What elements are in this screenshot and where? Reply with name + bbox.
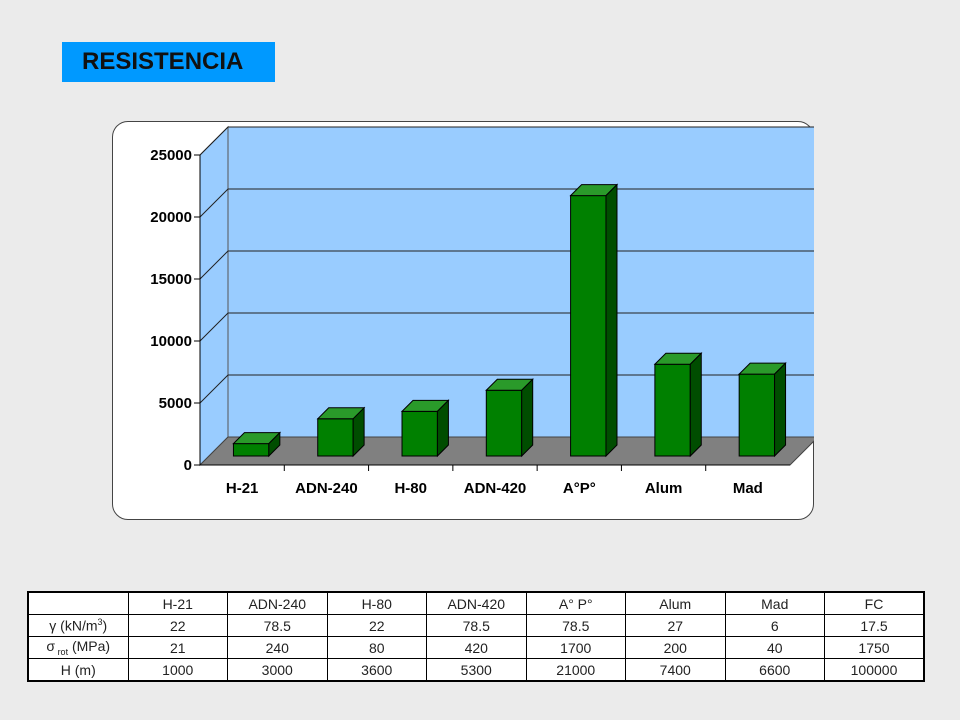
row-label-gamma: γ (kN/m3): [27, 614, 129, 637]
bar: [400, 399, 450, 458]
bar-side: [521, 378, 534, 458]
table-cell: 78.5: [227, 614, 328, 637]
x-tick-label: Mad: [733, 480, 763, 497]
bar-front: [317, 418, 354, 457]
header-cell: [27, 591, 129, 615]
x-tick-label: H-80: [394, 480, 427, 497]
label-unit: (kN/m: [56, 617, 98, 634]
data-table: H-21 ADN-240 H-80 ADN-420 A° P° Alum Mad…: [27, 591, 925, 682]
table-cell: 21: [127, 636, 228, 659]
bar: [569, 183, 619, 458]
bar-front: [485, 389, 523, 457]
table-cell: 22: [127, 614, 228, 637]
label-unit: (MPa): [68, 638, 111, 655]
bar: [737, 361, 787, 458]
bar-front: [401, 410, 438, 457]
table-cell: 80: [326, 636, 427, 659]
table-row: σ rot (MPa) 21 240 80 420 1700 200 40 17…: [27, 636, 925, 659]
gridline: [199, 250, 814, 280]
bar-side: [352, 406, 365, 458]
x-tick-label: ADN-420: [464, 480, 527, 497]
y-tick-label: 15000: [150, 271, 192, 288]
bar-side: [689, 352, 702, 458]
bar-side: [436, 399, 449, 458]
table-cell: 3600: [326, 658, 427, 682]
table-cell: 200: [625, 636, 726, 659]
table-cell: 3000: [227, 658, 328, 682]
header-cell: FC: [824, 591, 925, 615]
row-label-sigma: σ rot (MPa): [27, 636, 129, 659]
bar: [316, 406, 366, 458]
header-cell: H-80: [326, 591, 427, 615]
table-cell: 100000: [824, 658, 925, 682]
table-cell: 6: [724, 614, 825, 637]
x-tick-label: H-21: [226, 480, 259, 497]
header-cell: Mad: [724, 591, 825, 615]
table-cell: 78.5: [525, 614, 626, 637]
table-cell: 1700: [525, 636, 626, 659]
table-cell: 40: [724, 636, 825, 659]
row-label-height: H (m): [27, 658, 129, 682]
table-cell: 7400: [625, 658, 726, 682]
table-cell: 240: [227, 636, 328, 659]
bar: [485, 378, 534, 458]
header-cell: H-21: [127, 591, 228, 615]
table-cell: 17.5: [824, 614, 925, 637]
bar-front: [738, 373, 776, 457]
table-cell: 420: [426, 636, 527, 659]
label-subscript: rot: [55, 646, 69, 657]
table-cell: 27: [625, 614, 726, 637]
sigma-symbol: σ: [46, 638, 56, 655]
table-header-row: H-21 ADN-240 H-80 ADN-420 A° P° Alum Mad…: [27, 591, 925, 615]
table-row: H (m) 1000 3000 3600 5300 21000 7400 660…: [27, 658, 925, 682]
bar-front: [570, 195, 607, 457]
bar: [232, 431, 282, 458]
gridline: [199, 374, 814, 404]
gridline: [199, 312, 814, 342]
x-tick-label: Alum: [645, 480, 683, 497]
bar-side: [605, 183, 618, 458]
y-tick-label: 25000: [150, 147, 192, 164]
y-tick-label: 20000: [150, 209, 192, 226]
label-superscript: 3: [97, 617, 103, 628]
table-cell: 21000: [525, 658, 626, 682]
bar-front: [232, 443, 270, 457]
gamma-symbol: γ: [49, 617, 57, 634]
table-cell: 5300: [426, 658, 527, 682]
header-cell: ADN-240: [227, 591, 328, 615]
header-cell: Alum: [625, 591, 726, 615]
x-tick-label: ADN-240: [295, 480, 358, 497]
bar: [653, 352, 703, 458]
table-cell: 1750: [824, 636, 925, 659]
bar-side: [774, 361, 787, 458]
label-close: ): [102, 617, 108, 634]
table-cell: 78.5: [426, 614, 527, 637]
side-wall: [199, 125, 229, 467]
page-title: RESISTENCIA: [62, 42, 275, 82]
y-tick-label: 10000: [150, 333, 192, 350]
header-cell: A° P°: [525, 591, 626, 615]
gridline: [199, 188, 814, 218]
y-tick-label: 0: [184, 457, 192, 474]
table-cell: 6600: [724, 658, 825, 682]
bar-side: [268, 431, 281, 458]
bar-chart: 0 5000 10000 15000 20000 25000 H-21 ADN-240 H-8…: [150, 125, 814, 497]
y-tick-label: 5000: [159, 395, 192, 412]
table-cell: 1000: [127, 658, 228, 682]
gridline: [199, 126, 814, 156]
table-row: γ (kN/m3) 22 78.5 22 78.5 78.5 27 6 17.5: [27, 614, 925, 637]
table-cell: 22: [326, 614, 427, 637]
header-cell: ADN-420: [426, 591, 527, 615]
x-tick-label: A°P°: [563, 480, 596, 497]
bar-front: [654, 363, 691, 457]
